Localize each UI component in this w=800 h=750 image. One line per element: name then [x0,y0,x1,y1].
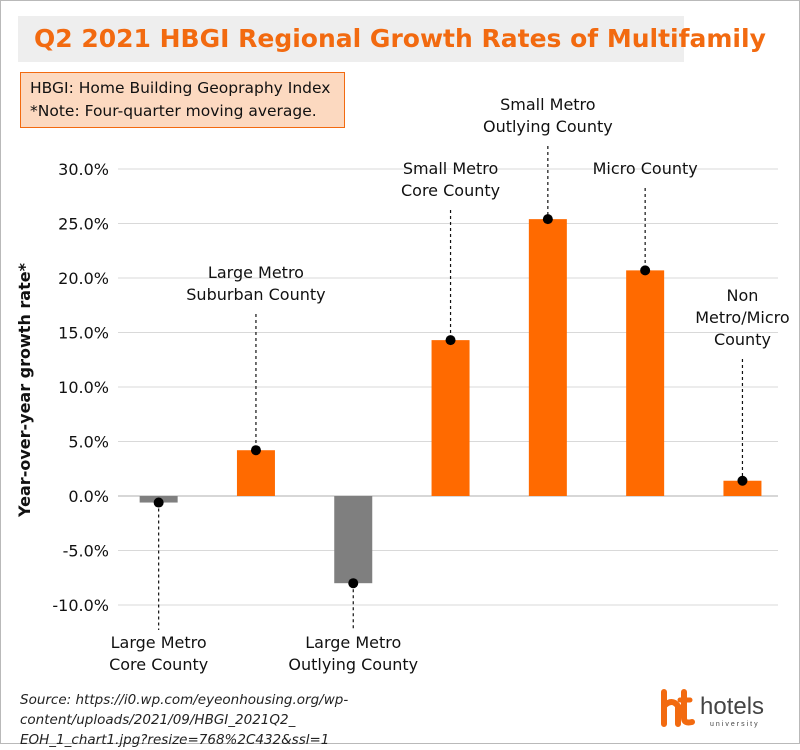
category-label: County [714,330,771,349]
source-line-1: Source: https://i0.wp.com/eyeonhousing.o… [20,692,349,728]
category-label: Large Metro [111,633,207,652]
data-point [250,445,261,456]
data-point [640,265,651,276]
chart-title: Q2 2021 HBGI Regional Growth Rates of Mu… [18,16,766,62]
data-point [153,497,164,508]
y-tick-label: 10.0% [58,378,109,397]
y-tick-label: 15.0% [58,324,109,343]
data-point [348,578,359,589]
category-label: Large Metro [305,633,401,652]
source-note: Source: https://i0.wp.com/eyeonhousing.o… [20,690,620,750]
category-label: Suburban County [186,285,325,304]
y-tick-label: 0.0% [68,487,109,506]
y-tick-label: -5.0% [63,542,109,561]
bar [431,340,470,496]
category-label: Core County [109,655,208,674]
svg-text:hotels: hotels [700,693,764,720]
y-tick-label: 20.0% [58,269,109,288]
y-tick-label: -10.0% [52,596,109,615]
category-label: Outlying County [288,655,418,674]
category-label: Outlying County [483,117,613,136]
data-point [737,475,748,486]
y-axis-label: Year-over-year growth rate* [15,262,34,518]
note-box: HBGI: Home Building Geopraphy Index *Not… [20,72,345,128]
category-label: Small Metro [403,159,498,178]
note-line-1: HBGI: Home Building Geopraphy Index [30,79,331,97]
category-label: Core County [401,181,500,200]
data-point [445,335,456,346]
bar [723,480,762,496]
hotels-university-logo: hotels university [658,684,788,730]
svg-text:university: university [710,721,760,728]
bar [528,219,567,496]
y-tick-label: 30.0% [58,160,109,179]
category-label: Metro/Micro [695,308,789,327]
bar [236,450,275,496]
category-label: Non [726,286,758,305]
category-label: Small Metro [500,95,595,114]
bar [626,270,665,496]
bar [334,496,373,584]
category-label: Large Metro [208,263,304,282]
y-tick-label: 25.0% [58,215,109,234]
data-point [542,214,553,225]
y-tick-label: 5.0% [68,433,109,452]
note-line-2: *Note: Four-quarter moving average. [30,102,317,120]
category-label: Micro County [593,159,698,178]
source-line-2: EOH_1_chart1.jpg?resize=768%2C432&ssl=1 [20,732,330,748]
